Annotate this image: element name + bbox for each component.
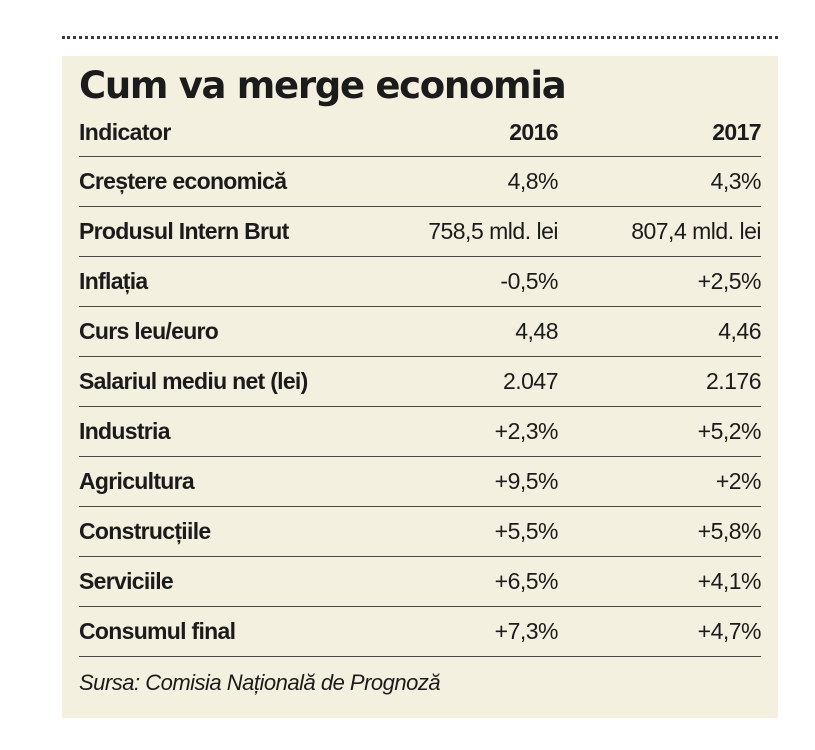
column-header-indicator: Indicator <box>79 108 373 157</box>
value-2016: 4,48 <box>373 306 559 357</box>
value-2016: +9,5% <box>373 456 559 507</box>
column-header-2017: 2017 <box>558 108 762 157</box>
table-row: Consumul final +7,3% +4,7% <box>79 606 762 657</box>
table-row: Creștere economică 4,8% 4,3% <box>79 156 762 207</box>
table-row: Serviciile +6,5% +4,1% <box>79 556 762 607</box>
forecast-table: Indicator 2016 2017 Creștere economică 4… <box>79 108 762 657</box>
value-2017: +2,5% <box>558 256 762 307</box>
value-2017: +4,7% <box>558 606 762 657</box>
value-2017: 807,4 mld. lei <box>558 206 762 257</box>
value-2017: 2.176 <box>558 356 762 407</box>
indicator-name: Construcțiile <box>79 506 373 557</box>
value-2016: +7,3% <box>373 606 559 657</box>
indicator-name: Agricultura <box>79 456 373 507</box>
value-2016: 4,8% <box>373 156 559 207</box>
value-2016: +5,5% <box>373 506 559 557</box>
value-2016: 2.047 <box>373 356 559 407</box>
table-header-row: Indicator 2016 2017 <box>79 108 762 157</box>
value-2016: 758,5 mld. lei <box>373 206 559 257</box>
table-row: Inflația -0,5% +2,5% <box>79 256 762 307</box>
value-2017: +2% <box>558 456 762 507</box>
value-2017: +5,2% <box>558 406 762 457</box>
table-row: Curs leu/euro 4,48 4,46 <box>79 306 762 357</box>
value-2017: 4,46 <box>558 306 762 357</box>
indicator-name: Produsul Intern Brut <box>79 206 373 257</box>
indicator-name: Salariul mediu net (lei) <box>79 356 373 407</box>
table-row: Construcțiile +5,5% +5,8% <box>79 506 762 557</box>
table-row: Salariul mediu net (lei) 2.047 2.176 <box>79 356 762 407</box>
value-2017: 4,3% <box>558 156 762 207</box>
indicator-name: Industria <box>79 406 373 457</box>
value-2016: +2,3% <box>373 406 559 457</box>
column-header-2016: 2016 <box>373 108 559 157</box>
dotted-separator <box>62 36 778 39</box>
indicator-name: Consumul final <box>79 606 373 657</box>
value-2017: +4,1% <box>558 556 762 607</box>
table-row: Produsul Intern Brut 758,5 mld. lei 807,… <box>79 206 762 257</box>
indicator-name: Serviciile <box>79 556 373 607</box>
value-2017: +5,8% <box>558 506 762 557</box>
indicator-name: Creștere economică <box>79 156 373 207</box>
table-row: Agricultura +9,5% +2% <box>79 456 762 507</box>
indicator-name: Inflația <box>79 256 373 307</box>
table-row: Industria +2,3% +5,2% <box>79 406 762 457</box>
value-2016: +6,5% <box>373 556 559 607</box>
source-credit: Sursa: Comisia Națională de Prognoză <box>79 670 441 695</box>
value-2016: -0,5% <box>373 256 559 307</box>
infobox-title: Cum va merge economia <box>79 64 567 107</box>
indicator-name: Curs leu/euro <box>79 306 373 357</box>
infobox-panel: Cum va merge economia Indicator 2016 201… <box>62 56 778 718</box>
